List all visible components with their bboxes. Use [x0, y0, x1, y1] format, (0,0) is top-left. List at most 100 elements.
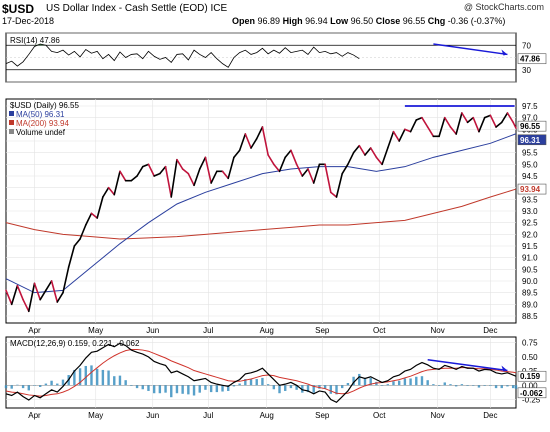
- x-tick-price-Nov: Nov: [431, 326, 445, 335]
- macd-hist-bar: [500, 385, 503, 389]
- price-tick-90.0: 90.0: [522, 277, 538, 286]
- macd-tick-0.75: 0.75: [522, 339, 538, 348]
- close-segment: [33, 282, 41, 301]
- macd-hist-bar: [158, 385, 162, 394]
- close-segment: [472, 116, 480, 133]
- close-segment: [79, 224, 87, 240]
- close-segment: [415, 116, 423, 121]
- rsi-trendline: [433, 43, 508, 56]
- macd-hist-bar: [386, 384, 389, 386]
- macd-last-value: 0.159: [520, 372, 541, 381]
- exchange: ICE: [210, 3, 228, 14]
- price-last-ma50: 96.31: [520, 136, 541, 145]
- macd-hist-bar: [449, 384, 452, 386]
- macd-hist-bar: [27, 385, 30, 391]
- close-segment: [512, 121, 517, 129]
- macd-hist-bar: [84, 365, 87, 386]
- macd-hist-bar: [295, 385, 298, 390]
- macd-hist-bar: [101, 369, 105, 386]
- macd-hist-bar: [483, 385, 486, 386]
- macd-hist-bar: [227, 385, 230, 391]
- macd-hist-bar: [489, 385, 492, 386]
- close-segment: [176, 158, 184, 170]
- macd-hist-bar: [44, 383, 48, 386]
- macd-hist-bar: [289, 385, 293, 389]
- close-segment: [398, 128, 406, 142]
- close-segment: [324, 163, 332, 194]
- macd-last-value-box: [517, 370, 547, 382]
- ma200-line: [5, 188, 517, 240]
- x-tick-macd-May: May: [88, 411, 103, 420]
- ma200-legend-swatch: [9, 120, 14, 125]
- macd-hist-bar: [369, 377, 372, 386]
- macd-hist-bar: [21, 385, 25, 389]
- macd-hist-bar: [198, 385, 201, 393]
- macd-hist-bar: [352, 376, 355, 386]
- x-tick-macd-Aug: Aug: [260, 411, 274, 420]
- macd-hist-bar: [255, 379, 258, 386]
- close-segment: [119, 170, 127, 182]
- macd-hist-bar: [375, 381, 378, 386]
- chg-value: -0.36 (-0.37%): [447, 16, 506, 26]
- macd-hist-bar: [238, 383, 241, 386]
- macd-last-hist: -0.062: [520, 389, 543, 398]
- macd-hist-bar: [78, 368, 82, 386]
- high-value: 96.94: [305, 16, 328, 26]
- close-segment: [181, 168, 190, 175]
- macd-hist-bar: [454, 385, 458, 387]
- open-label: Open: [232, 16, 256, 26]
- macd-hist-bar: [33, 385, 36, 386]
- x-tick-price-Apr: Apr: [28, 326, 41, 335]
- macd-hist-bar: [415, 376, 418, 386]
- macd-hist-bar: [4, 385, 8, 389]
- close-segment: [358, 144, 366, 156]
- macd-hist-bar: [175, 385, 179, 394]
- price-tick-89.0: 89.0: [522, 300, 538, 309]
- macd-hist-bar: [329, 385, 333, 394]
- macd-hist-bar: [437, 385, 441, 386]
- close-segment: [255, 126, 264, 140]
- close-segment: [73, 238, 81, 247]
- close-segment: [335, 172, 344, 198]
- macd-hist-bar: [164, 385, 167, 393]
- macd-trendline: [427, 358, 508, 372]
- macd-hist-bar: [397, 380, 401, 386]
- macd-hist-bar: [130, 385, 133, 386]
- macd-hist-bar: [135, 385, 139, 389]
- macd-signal-line: [5, 348, 517, 397]
- close-segment: [113, 170, 121, 196]
- price-legend-close: $USD (Daily) 96.55: [10, 101, 79, 110]
- close-segment: [278, 156, 287, 173]
- macd-legend: MACD(12,26,9) 0.159, 0.221, -0.062: [10, 339, 140, 348]
- macd-hist-bar: [204, 385, 207, 390]
- close-segment: [495, 121, 503, 128]
- price-tick-92.5: 92.5: [522, 219, 538, 228]
- macd-hist-bar: [118, 375, 122, 386]
- close-segment: [164, 165, 173, 198]
- macd-hist-bar: [38, 385, 42, 387]
- close-segment: [290, 149, 298, 166]
- macd-hist-bar: [284, 385, 287, 391]
- close-segment: [347, 151, 355, 166]
- macd-hist-bar: [266, 384, 270, 386]
- macd-hist-bar: [170, 385, 173, 398]
- ma50-line: [5, 133, 517, 294]
- macd-hist-bar: [392, 381, 395, 386]
- macd-hist-bar: [466, 385, 469, 386]
- close-segment: [159, 165, 167, 175]
- close-segment: [261, 126, 269, 156]
- close-segment: [187, 172, 195, 187]
- close-segment: [404, 128, 412, 133]
- macd-hist-bar: [420, 376, 424, 386]
- macd-hist-bar: [16, 384, 19, 386]
- price-legend-volume: Volume undef: [16, 128, 66, 137]
- macd-hist-bar: [73, 369, 76, 386]
- macd-hist-bar: [514, 385, 518, 389]
- x-tick-price-Jul: Jul: [203, 326, 213, 335]
- close-segment: [221, 170, 230, 180]
- quote-line: Open 96.89 High 96.94 Low 96.50 Close 96…: [232, 16, 505, 26]
- close-segment: [295, 163, 304, 177]
- close-segment: [375, 156, 383, 166]
- close-segment: [153, 172, 161, 177]
